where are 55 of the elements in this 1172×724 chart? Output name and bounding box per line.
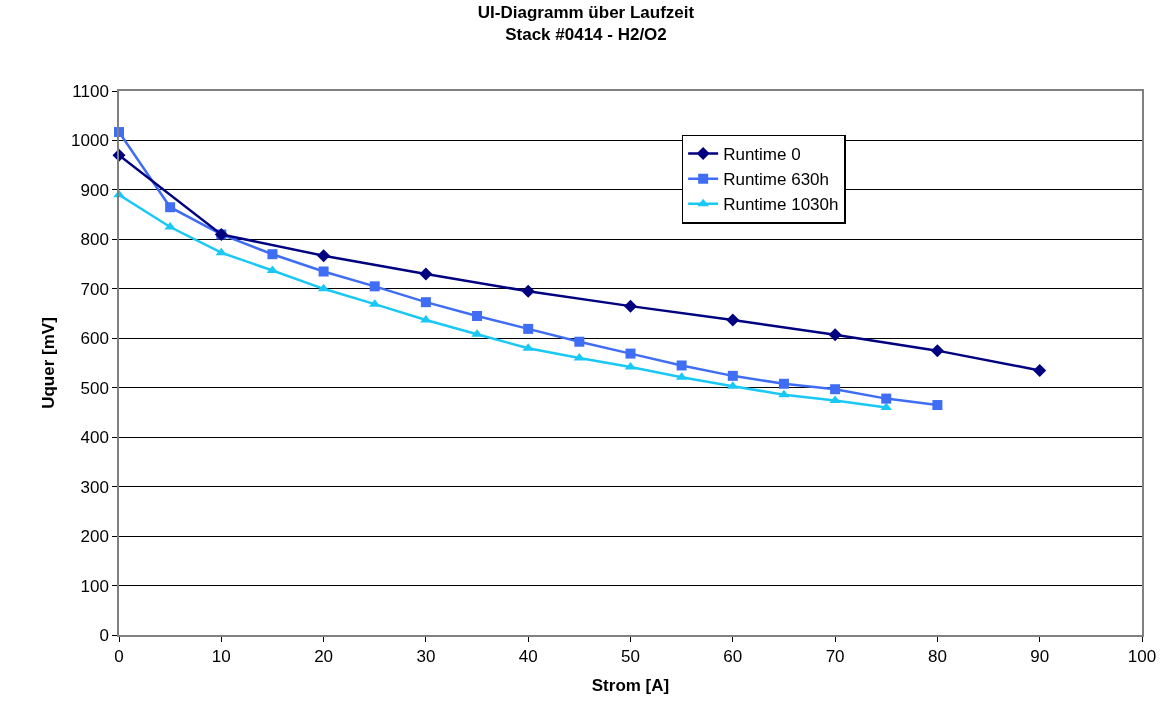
legend-label: Runtime 1030h	[723, 195, 839, 215]
point	[778, 389, 790, 398]
point	[574, 336, 585, 347]
y-axis-title: Uquer [mV]	[39, 317, 59, 409]
point	[523, 323, 534, 334]
x-tick-label: 60	[723, 647, 743, 667]
y-tick-label: 700	[80, 279, 109, 299]
point	[830, 384, 841, 395]
y-tick-label: 0	[99, 625, 109, 645]
point	[472, 311, 483, 322]
y-tick-label: 600	[80, 329, 109, 349]
y-tick-label: 300	[80, 477, 109, 497]
x-tick-label: 70	[825, 647, 845, 667]
y-tick-label: 500	[80, 378, 109, 398]
point	[829, 395, 841, 404]
x-axis-title: Strom [A]	[591, 676, 670, 696]
x-tick-label: 50	[621, 647, 640, 667]
x-tick-label: 80	[927, 647, 947, 667]
point	[676, 360, 687, 371]
point	[165, 202, 176, 213]
point	[625, 348, 636, 359]
point	[369, 281, 380, 292]
x-tick-label: 40	[518, 647, 538, 667]
point	[881, 393, 892, 404]
chart-subtitle: Stack #0414 - H2/O2	[505, 25, 667, 45]
point	[624, 299, 637, 313]
x-tick-label: 100	[1127, 647, 1157, 667]
x-tick-label: 0	[114, 647, 124, 667]
point	[521, 284, 535, 298]
point	[778, 378, 789, 389]
point	[318, 266, 329, 277]
point	[726, 313, 740, 327]
point	[420, 297, 431, 308]
y-tick-label: 800	[80, 230, 109, 250]
y-tick-label: 1000	[71, 131, 109, 151]
x-tick-label: 90	[1030, 647, 1050, 667]
x-tick-label: 20	[314, 647, 334, 667]
point	[727, 370, 738, 381]
x-tick-label: 30	[416, 647, 436, 667]
y-tick-label: 100	[80, 576, 109, 596]
legend-label: Runtime 630h	[723, 170, 829, 190]
point	[1033, 363, 1047, 377]
point	[267, 249, 278, 260]
y-tick-label: 900	[80, 180, 109, 200]
point	[419, 267, 433, 281]
y-tick-label: 1100	[72, 81, 109, 101]
x-tick-label: 10	[211, 647, 231, 667]
point	[828, 328, 842, 342]
point	[317, 249, 331, 263]
chart-title: UI-Diagramm über Laufzeit	[477, 3, 695, 23]
legend-label: Runtime 0	[723, 145, 801, 165]
point	[930, 344, 944, 358]
point	[932, 400, 943, 411]
y-tick-label: 400	[80, 428, 109, 448]
y-tick-label: 200	[80, 527, 109, 547]
